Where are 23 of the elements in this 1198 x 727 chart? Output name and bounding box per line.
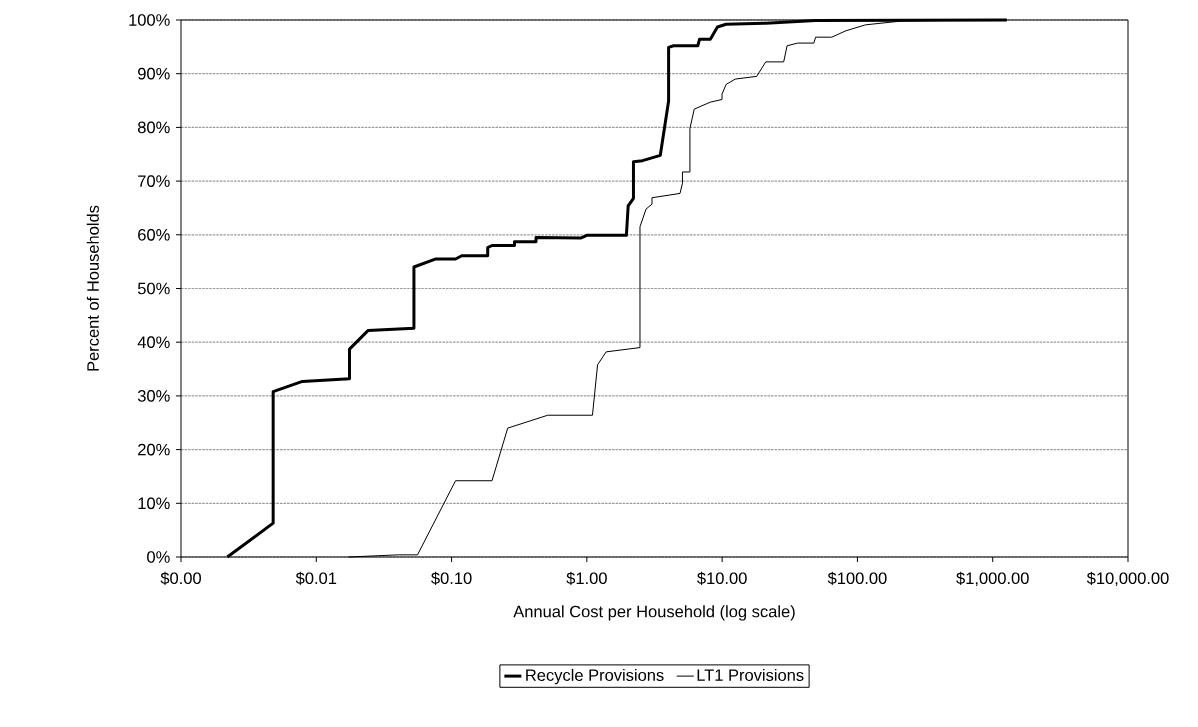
y-tick-label: 50% [137,282,170,295]
y-tick-label: 100% [129,14,170,26]
y-axis-title: Percent of Households [86,205,99,371]
y-tick-label: 30% [137,390,170,402]
legend-label: LT1 Provisions [697,668,804,681]
y-tick-label: 20% [138,443,170,456]
x-tick-label: $0.10 [431,571,472,586]
y-tick-label: 70% [138,175,170,187]
x-tick-label: $1.00 [566,571,607,586]
y-tick-label: 80% [138,121,170,134]
x-tick-label: $10.00 [697,571,747,586]
y-tick-label: 60% [138,228,170,241]
y-tick-label: 10% [138,497,170,510]
x-axis-title: Annual Cost per Household (log scale) [513,605,795,621]
x-tick-label: $100.00 [827,571,887,586]
legend-label: Recycle Provisions [526,668,664,685]
y-tick-label: 90% [138,67,170,80]
x-tick-label: $0.00 [160,571,201,586]
y-tick-label: 40% [137,336,170,349]
x-tick-label: $10,000.00 [1086,571,1169,587]
y-tick-label: 0% [147,551,170,563]
x-tick-label: $0.01 [295,571,337,586]
x-tick-label: $1,000.00 [956,571,1029,587]
